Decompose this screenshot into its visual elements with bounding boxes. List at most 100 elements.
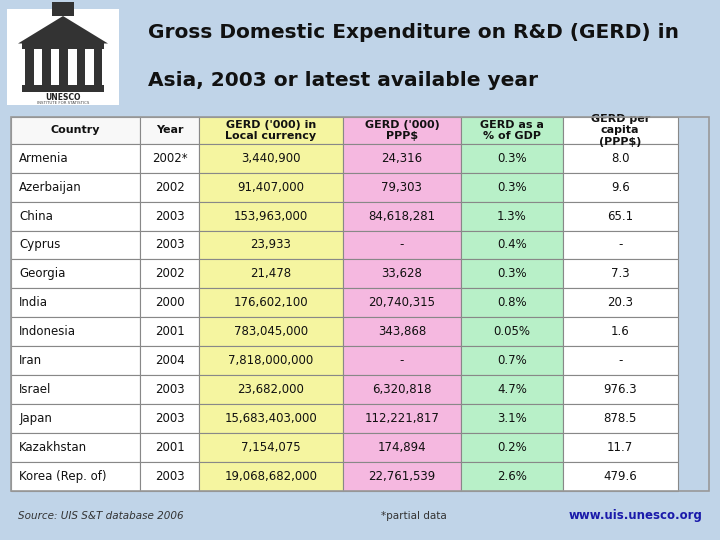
Text: 112,221,817: 112,221,817 (364, 413, 439, 426)
Bar (11, 347, 140, 375)
Text: 153,963,000: 153,963,000 (234, 210, 308, 222)
Bar (562, 462, 678, 491)
Text: 20,740,315: 20,740,315 (369, 296, 436, 309)
Bar (562, 288, 678, 318)
Text: China: China (19, 210, 53, 222)
Bar (42, 44, 51, 85)
Bar (140, 288, 199, 318)
Text: 2003: 2003 (155, 470, 184, 483)
Bar (199, 201, 343, 231)
Bar (22, 43, 104, 49)
Text: 91,407,000: 91,407,000 (238, 180, 305, 193)
Bar (462, 462, 562, 491)
Text: 0.3%: 0.3% (497, 180, 527, 193)
Text: 1.6: 1.6 (611, 326, 629, 339)
Bar (462, 117, 562, 144)
Bar (462, 144, 562, 172)
Bar (22, 85, 104, 92)
Text: -: - (618, 354, 622, 367)
Bar (199, 404, 343, 434)
Text: 6,320,818: 6,320,818 (372, 383, 432, 396)
Text: 23,933: 23,933 (251, 239, 292, 252)
Text: Indonesia: Indonesia (19, 326, 76, 339)
Text: 21,478: 21,478 (251, 267, 292, 280)
Text: 7.3: 7.3 (611, 267, 629, 280)
Bar (11, 201, 140, 231)
Text: -: - (618, 239, 622, 252)
Text: Iran: Iran (19, 354, 42, 367)
Bar (140, 201, 199, 231)
Text: 8.0: 8.0 (611, 152, 629, 165)
Bar (343, 117, 462, 144)
Bar (140, 172, 199, 201)
Text: 0.8%: 0.8% (497, 296, 527, 309)
Bar (562, 231, 678, 260)
Bar (562, 318, 678, 347)
Bar (343, 260, 462, 288)
Text: Azerbaijan: Azerbaijan (19, 180, 82, 193)
Bar (462, 231, 562, 260)
Bar (199, 288, 343, 318)
Bar (343, 201, 462, 231)
Text: 79,303: 79,303 (382, 180, 423, 193)
Text: 0.2%: 0.2% (497, 441, 527, 455)
Text: 15,683,403,000: 15,683,403,000 (225, 413, 318, 426)
Text: 11.7: 11.7 (607, 441, 634, 455)
Bar (199, 172, 343, 201)
Text: 2000: 2000 (155, 296, 184, 309)
Text: 878.5: 878.5 (603, 413, 637, 426)
Text: 2003: 2003 (155, 210, 184, 222)
Text: 0.3%: 0.3% (497, 267, 527, 280)
Bar (11, 404, 140, 434)
Bar (76, 44, 85, 85)
Bar (343, 144, 462, 172)
Bar (11, 375, 140, 404)
Bar (462, 172, 562, 201)
Text: 0.05%: 0.05% (493, 326, 531, 339)
Text: 84,618,281: 84,618,281 (369, 210, 436, 222)
Text: 24,316: 24,316 (382, 152, 423, 165)
Bar (140, 404, 199, 434)
Text: UNESCO: UNESCO (45, 93, 81, 102)
Bar (11, 260, 140, 288)
Text: -: - (400, 354, 404, 367)
Bar (562, 144, 678, 172)
Text: 0.7%: 0.7% (497, 354, 527, 367)
Bar (140, 260, 199, 288)
Bar (562, 375, 678, 404)
Text: GERD ('000) in
Local currency: GERD ('000) in Local currency (225, 119, 317, 141)
Bar (11, 288, 140, 318)
Text: 2001: 2001 (155, 326, 184, 339)
Text: Kazakhstan: Kazakhstan (19, 441, 87, 455)
Text: 9.6: 9.6 (611, 180, 629, 193)
Bar (11, 434, 140, 462)
Bar (199, 117, 343, 144)
Text: 4.7%: 4.7% (497, 383, 527, 396)
Text: India: India (19, 296, 48, 309)
Text: 2003: 2003 (155, 413, 184, 426)
Bar (11, 117, 140, 144)
Bar (11, 172, 140, 201)
Bar (199, 434, 343, 462)
Text: Israel: Israel (19, 383, 52, 396)
Bar (11, 144, 140, 172)
Text: 19,068,682,000: 19,068,682,000 (225, 470, 318, 483)
Polygon shape (18, 16, 108, 44)
Bar (199, 318, 343, 347)
Bar (562, 434, 678, 462)
Bar (59, 44, 68, 85)
Text: Country: Country (50, 125, 100, 136)
Text: Armenia: Armenia (19, 152, 69, 165)
Text: 479.6: 479.6 (603, 470, 637, 483)
Text: Korea (Rep. of): Korea (Rep. of) (19, 470, 107, 483)
Text: 2004: 2004 (155, 354, 184, 367)
Bar (140, 375, 199, 404)
Bar (562, 404, 678, 434)
Bar (462, 347, 562, 375)
Text: 2003: 2003 (155, 383, 184, 396)
Text: 2002: 2002 (155, 180, 184, 193)
Text: INSTITUTE FOR STATISTICS: INSTITUTE FOR STATISTICS (37, 101, 89, 105)
Bar (343, 434, 462, 462)
Bar (343, 462, 462, 491)
Text: 976.3: 976.3 (603, 383, 637, 396)
